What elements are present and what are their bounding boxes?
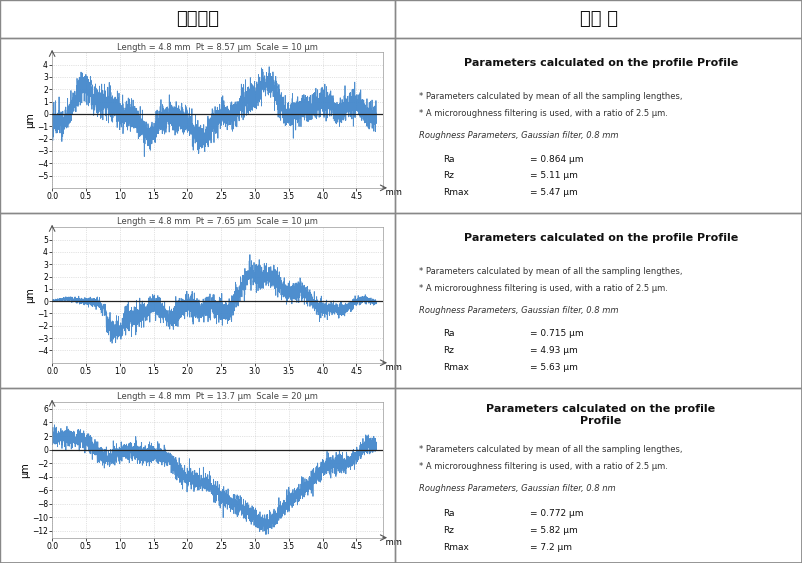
Text: = 5.11 μm: = 5.11 μm (529, 172, 577, 180)
Text: * Parameters calculated by mean of all the sampling lengthes,: * Parameters calculated by mean of all t… (419, 92, 683, 101)
Text: = 0.772 μm: = 0.772 μm (529, 510, 583, 519)
Text: mm: mm (383, 188, 403, 197)
Y-axis label: μm: μm (26, 112, 35, 128)
Text: Rmax: Rmax (443, 189, 468, 198)
Title: Length = 4.8 mm  Pt = 7.65 μm  Scale = 10 μm: Length = 4.8 mm Pt = 7.65 μm Scale = 10 … (117, 217, 318, 226)
Text: * Parameters calculated by mean of all the sampling lengthes,: * Parameters calculated by mean of all t… (419, 267, 683, 276)
Text: = 5.63 μm: = 5.63 μm (529, 363, 577, 372)
Text: Rz: Rz (443, 346, 454, 355)
Text: = 7.2 μm: = 7.2 μm (529, 543, 572, 552)
Text: = 5.82 μm: = 5.82 μm (529, 526, 577, 535)
Text: * A microroughness filtering is used, with a ratio of 2.5 μm.: * A microroughness filtering is used, wi… (419, 284, 668, 293)
Text: Parameters calculated on the profile Profile: Parameters calculated on the profile Pro… (464, 58, 738, 68)
Text: Rmax: Rmax (443, 363, 468, 372)
Text: mm: mm (383, 538, 403, 547)
Text: * A microroughness filtering is used, with a ratio of 2.5 μm.: * A microroughness filtering is used, wi… (419, 109, 668, 118)
Text: Parameters calculated on the profile
Profile: Parameters calculated on the profile Pro… (486, 404, 715, 426)
Title: Length = 4.8 mm  Pt = 8.57 μm  Scale = 10 μm: Length = 4.8 mm Pt = 8.57 μm Scale = 10 … (117, 43, 318, 52)
Text: = 5.47 μm: = 5.47 μm (529, 189, 577, 198)
Text: = 4.93 μm: = 4.93 μm (529, 346, 577, 355)
Text: Rmax: Rmax (443, 543, 468, 552)
Text: Ra: Ra (443, 329, 455, 338)
Text: Rz: Rz (443, 526, 454, 535)
Text: * Parameters calculated by mean of all the sampling lengthes,: * Parameters calculated by mean of all t… (419, 445, 683, 454)
Text: Parameters calculated on the profile Profile: Parameters calculated on the profile Pro… (464, 233, 738, 243)
Text: * A microroughness filtering is used, with a ratio of 2.5 μm.: * A microroughness filtering is used, wi… (419, 462, 668, 471)
Text: mm: mm (383, 363, 403, 372)
Text: Roughness Parameters, Gaussian filter, 0.8 nm: Roughness Parameters, Gaussian filter, 0… (419, 484, 616, 493)
Text: Roughness Parameters, Gaussian filter, 0.8 mm: Roughness Parameters, Gaussian filter, 0… (419, 131, 618, 140)
Text: Ra: Ra (443, 154, 455, 163)
Y-axis label: μm: μm (26, 287, 35, 303)
Text: = 0.864 μm: = 0.864 μm (529, 154, 583, 163)
Title: Length = 4.8 mm  Pt = 13.7 μm  Scale = 20 μm: Length = 4.8 mm Pt = 13.7 μm Scale = 20 … (117, 392, 318, 401)
Text: = 0.715 μm: = 0.715 μm (529, 329, 583, 338)
Text: Roughness Parameters, Gaussian filter, 0.8 mm: Roughness Parameters, Gaussian filter, 0… (419, 306, 618, 315)
Text: Ra: Ra (443, 510, 455, 519)
Y-axis label: μm: μm (21, 462, 30, 478)
Text: 분석 값: 분석 값 (580, 10, 618, 28)
Text: Rz: Rz (443, 172, 454, 180)
Text: 프로화일: 프로화일 (176, 10, 219, 28)
